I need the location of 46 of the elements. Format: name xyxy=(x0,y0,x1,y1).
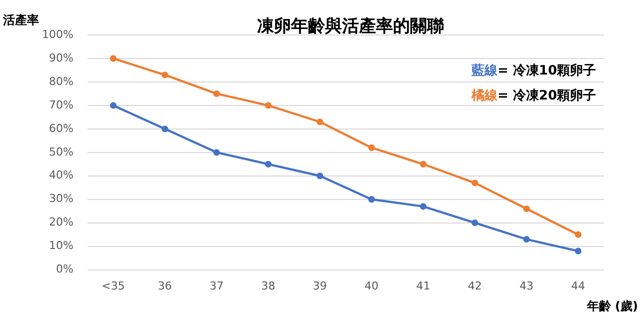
point xyxy=(162,126,168,132)
point xyxy=(264,160,272,168)
point xyxy=(162,72,168,78)
point xyxy=(420,160,427,168)
x-tick-label: 36 xyxy=(158,279,172,292)
x-tick-label: 41 xyxy=(416,279,430,292)
x-axis-title: 年齡 (歲) xyxy=(586,299,638,314)
point xyxy=(213,149,220,156)
y-tick-label: 10% xyxy=(48,239,74,252)
y-tick-label: 50% xyxy=(48,145,74,158)
point xyxy=(574,248,582,254)
point xyxy=(316,118,324,126)
y-tick-label: 90% xyxy=(48,51,74,64)
x-tick-label: 40 xyxy=(364,279,379,292)
x-tick-label: 43 xyxy=(520,279,534,292)
x-tick-label: 44 xyxy=(571,279,586,292)
y-tick-label: 100% xyxy=(42,28,74,41)
text: 藍線= 冷凍10顆卵子 xyxy=(470,62,596,78)
y-tick-label: 20% xyxy=(48,216,74,229)
chart-title: 凍卵年齡與活產率的關聯 xyxy=(257,16,446,36)
y-tick-label: 30% xyxy=(48,192,74,206)
point xyxy=(368,196,375,203)
point xyxy=(523,205,530,212)
y-tick-label: 70% xyxy=(48,98,74,112)
point xyxy=(110,55,117,62)
point xyxy=(368,144,375,152)
point xyxy=(420,203,427,210)
point xyxy=(472,220,478,226)
y-tick-label: 60% xyxy=(48,122,74,135)
point xyxy=(574,231,582,238)
y-tick-label: 0% xyxy=(56,262,74,276)
point xyxy=(213,90,220,97)
y-tick-label: 80% xyxy=(48,74,74,88)
x-tick-label: <35 xyxy=(102,279,125,292)
y-tick-label: 40% xyxy=(48,168,74,182)
x-tick-label: 39 xyxy=(312,279,327,292)
point xyxy=(110,102,117,109)
text: 橘線= 冷凍20顆卵子 xyxy=(470,87,596,104)
x-tick-label: 37 xyxy=(210,279,224,292)
point xyxy=(316,172,324,180)
x-tick-label: 42 xyxy=(468,279,482,292)
point xyxy=(523,236,530,243)
x-tick-label: 38 xyxy=(261,279,276,292)
y-axis-title: 活產率 xyxy=(2,13,39,28)
point xyxy=(472,180,478,186)
point xyxy=(264,102,272,109)
